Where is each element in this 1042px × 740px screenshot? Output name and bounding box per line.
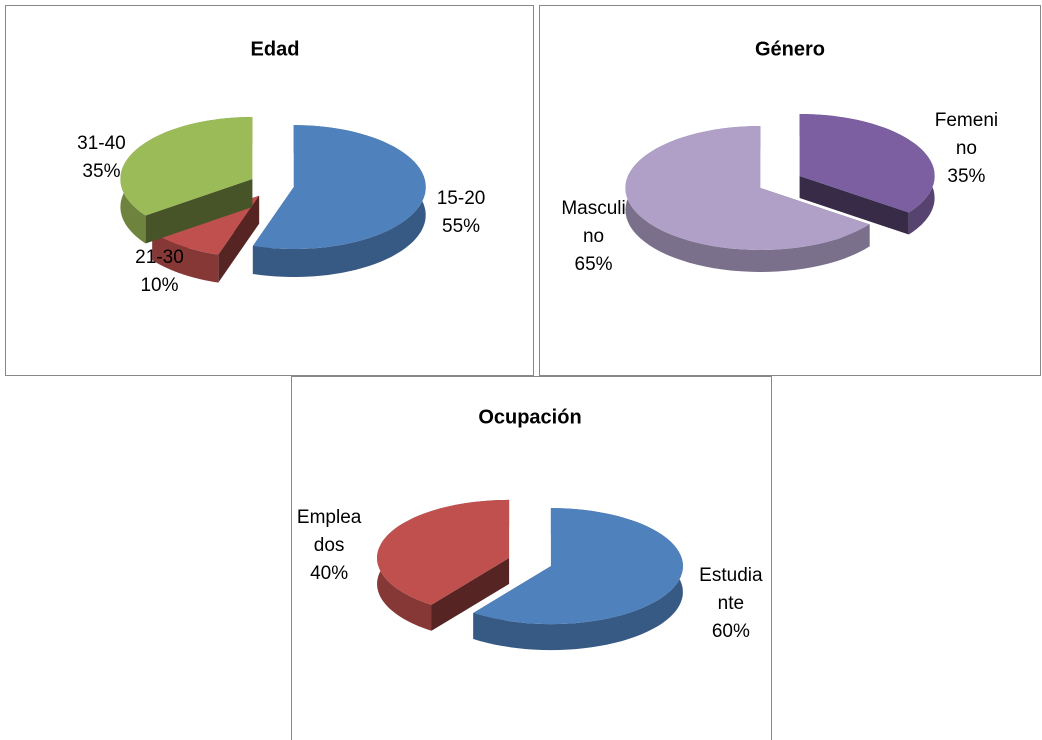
category-label: Estudiante <box>699 564 763 614</box>
category-label: 15-20 <box>436 188 486 210</box>
chart-title: Edad <box>251 38 300 60</box>
slice <box>377 499 510 605</box>
category-label: Empleados <box>296 507 362 557</box>
slice-wall <box>145 179 253 244</box>
value-label: 35% <box>947 166 986 188</box>
chart-frame <box>5 5 534 376</box>
value-label: 55% <box>442 216 481 238</box>
chart-frame <box>539 5 1041 376</box>
slice-wall <box>799 176 909 235</box>
slice <box>120 117 253 216</box>
slice-side <box>625 126 870 272</box>
category-label: Masculino <box>561 197 626 247</box>
chart-title: Género <box>755 38 825 60</box>
data-label: Masculino 65% <box>561 195 627 279</box>
category-label: Femenino <box>934 110 999 160</box>
slice <box>473 508 683 625</box>
data-label: Femenino 35% <box>933 107 999 191</box>
value-label: 65% <box>574 253 613 275</box>
slice <box>252 125 426 249</box>
data-label: Estudiante 60% <box>698 562 764 646</box>
slice-side <box>152 232 219 283</box>
category-label: 31-40 <box>77 133 126 155</box>
data-label: 15-20 55% <box>437 185 486 241</box>
data-label: 21-30 10% <box>135 244 184 300</box>
value-label: 35% <box>82 161 121 183</box>
value-label: 10% <box>140 274 179 296</box>
slice-wall <box>431 557 510 631</box>
value-label: 60% <box>711 620 750 642</box>
chart-title: Ocupación <box>478 406 581 428</box>
data-label: 31-40 35% <box>77 130 126 186</box>
slice <box>625 126 870 250</box>
category-label: 21-30 <box>135 246 184 268</box>
value-label: 40% <box>310 563 349 585</box>
chart-frame <box>291 376 772 740</box>
slice <box>799 114 935 213</box>
data-label: Empleados 40% <box>296 504 362 588</box>
